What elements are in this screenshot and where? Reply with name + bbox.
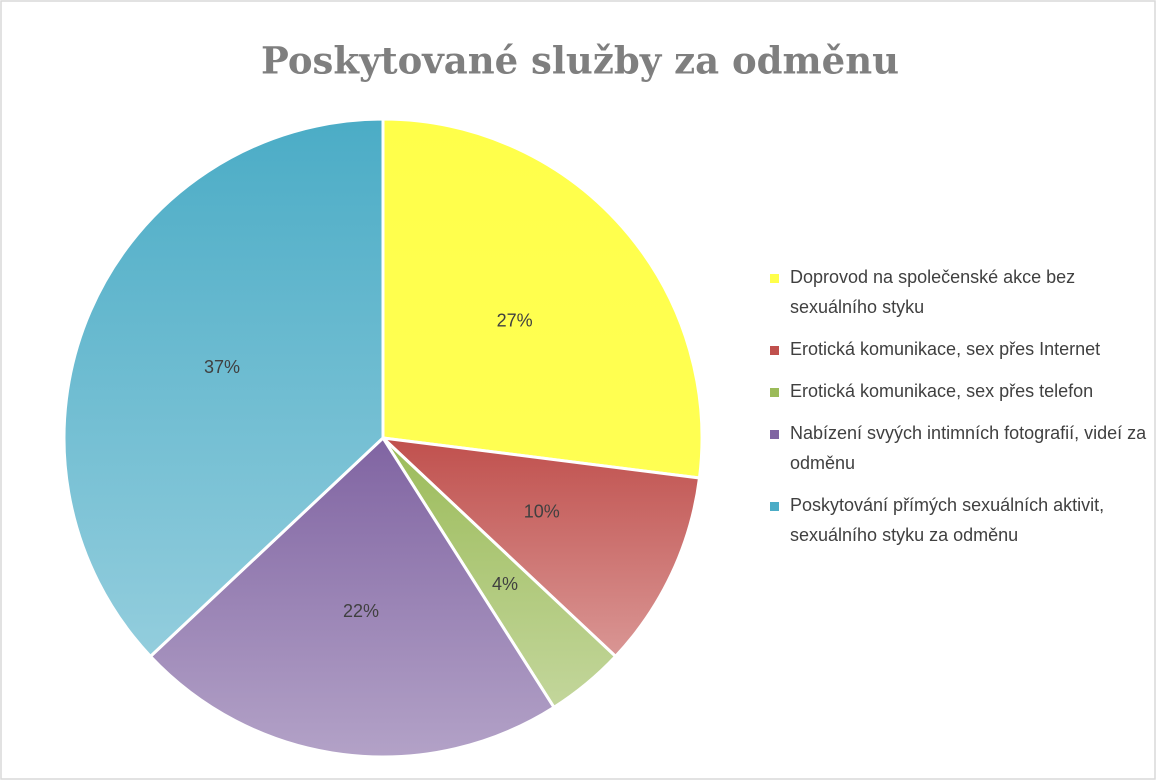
data-label: 37% [204,357,240,377]
legend-label: Poskytování přímých sexuálních aktivit, … [790,495,1105,545]
legend-swatch [770,430,779,439]
pie-slice [381,117,704,480]
legend-label: Nabízení svyých intimních fotografií, vi… [790,423,1147,473]
legend-swatch [770,388,779,397]
legend-item: Poskytování přímých sexuálních aktivit, … [770,490,1150,550]
data-label: 4% [492,574,518,594]
chart-title: Poskytované služby za odměnu [261,39,899,83]
legend-label: Erotická komunikace, sex přes telefon [790,381,1094,401]
data-label: 27% [497,311,533,331]
legend-label: Doprovod na společenské akce bez sexuáln… [790,267,1076,317]
legend-item: Nabízení svyých intimních fotografií, vi… [770,418,1150,478]
pie-slice [148,435,556,759]
legend-swatch [770,502,779,511]
pie-slice [62,117,385,659]
legend-item: Doprovod na společenské akce bez sexuáln… [770,262,1150,322]
legend-swatch [770,274,779,283]
legend-item: Erotická komunikace, sex přes telefon [770,376,1150,406]
pie-slice [378,435,702,659]
legend-item: Erotická komunikace, sex přes Internet [770,334,1150,364]
legend-label: Erotická komunikace, sex přes Internet [790,339,1101,359]
legend-swatch [770,346,779,355]
data-label: 10% [524,501,560,521]
legend: Doprovod na společenské akce bez sexuáln… [770,262,1150,562]
data-label: 22% [343,601,379,621]
